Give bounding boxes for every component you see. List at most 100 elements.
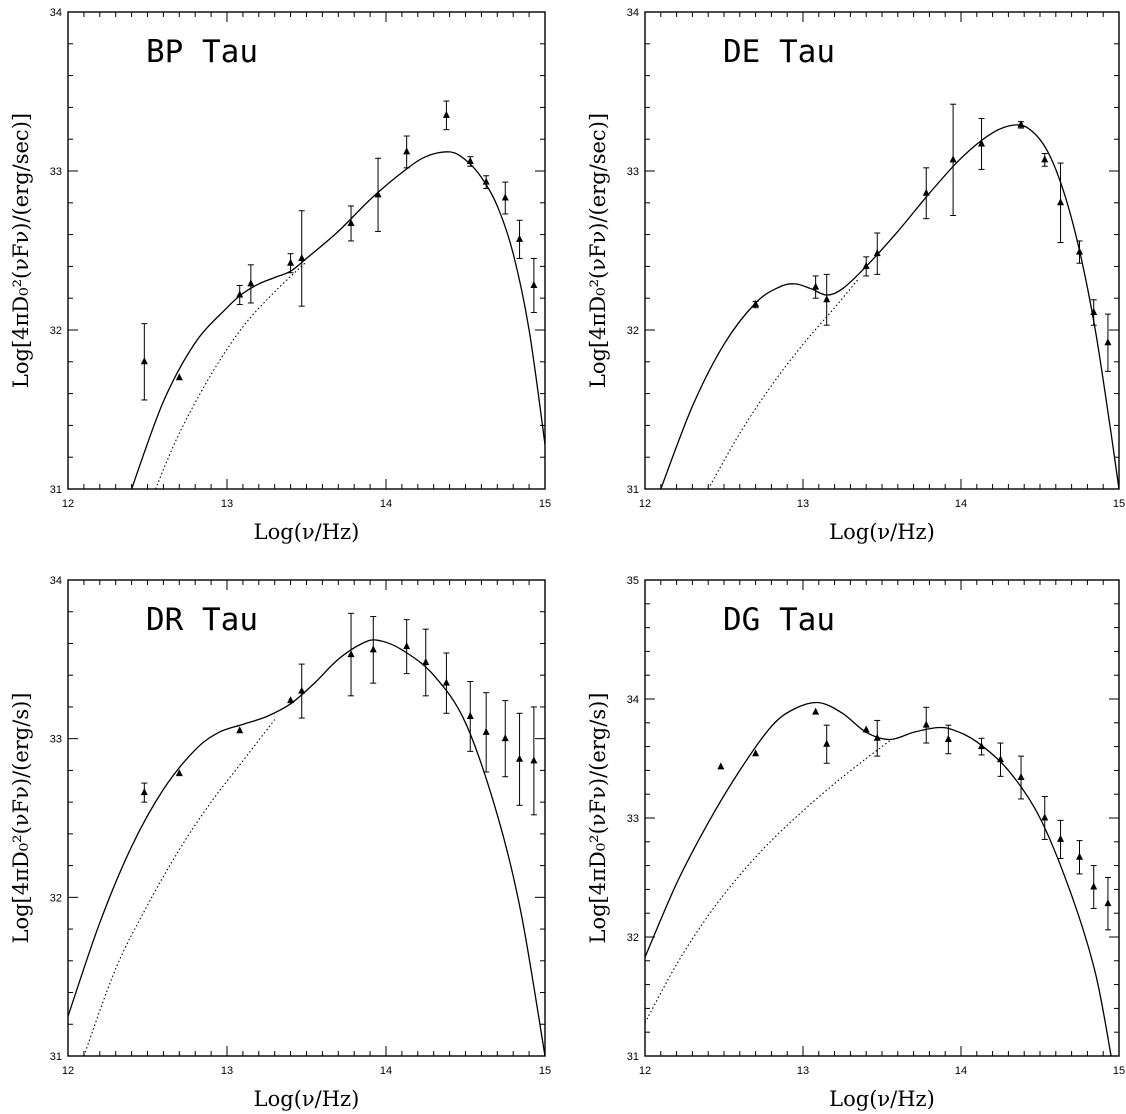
data-point (997, 755, 1004, 763)
panel-de-tau: 12 13 14 15 31 32 33 34 Log(ν/Hz) Log[4πD₀²(νFν)/… (586, 7, 1125, 544)
data-point (1076, 247, 1083, 255)
y-tick-label: 31 (627, 1051, 639, 1063)
y-tick-label: 32 (50, 325, 62, 337)
data-point (922, 720, 930, 728)
data-point (1041, 155, 1049, 163)
panel-bp-tau: 12 13 14 15 31 32 33 34 Log(ν/Hz) Log[4πD₀²(νFν)/… (9, 7, 551, 544)
data-point (347, 218, 355, 226)
y-tick-label: 34 (627, 694, 639, 706)
data-point (347, 650, 355, 658)
panel-title: DE Tau (723, 34, 835, 70)
data-point (403, 147, 411, 155)
stellar-curve (645, 740, 891, 1023)
data-point (1041, 813, 1049, 821)
data-point (752, 749, 760, 757)
x-tick-label: 14 (380, 1065, 392, 1077)
y-tick-label: 32 (627, 325, 639, 337)
data-point (1090, 308, 1098, 316)
data-point (175, 373, 183, 381)
data-point (944, 734, 952, 742)
data-point (140, 357, 148, 365)
stellar-curve (83, 719, 276, 1056)
y-tick-label: 33 (627, 166, 639, 178)
data-point (175, 769, 183, 777)
data-point (298, 253, 306, 261)
y-tick-label: 33 (627, 813, 639, 825)
stellar-curve (707, 278, 859, 489)
data-point (236, 290, 244, 298)
x-tick-label: 15 (1113, 498, 1125, 510)
data-point (873, 733, 881, 741)
x-tick-label: 12 (62, 1065, 74, 1077)
plot-frame (644, 11, 1120, 490)
x-tick-label: 13 (221, 1065, 233, 1077)
x-tick-label: 15 (1113, 1065, 1125, 1077)
data-point (812, 282, 820, 290)
y-tick-label: 35 (627, 575, 639, 587)
data-point (978, 742, 986, 750)
plot-frame (67, 579, 546, 1057)
x-axis-title: Log(ν/Hz) (254, 1087, 360, 1111)
data-point (1104, 338, 1112, 346)
plot-area (68, 612, 545, 1056)
data-point (1076, 852, 1083, 860)
plot-area (660, 103, 1119, 489)
y-tick-label: 31 (50, 484, 62, 496)
panel-title: BP Tau (146, 34, 258, 70)
data-point (1017, 120, 1025, 128)
y-tick-label: 33 (50, 166, 62, 178)
x-tick-label: 14 (955, 1065, 967, 1077)
y-tick-label: 34 (50, 7, 62, 19)
x-axis-title: Log(ν/Hz) (829, 1087, 935, 1111)
data-point (140, 788, 148, 796)
data-point (516, 754, 524, 762)
data-point (369, 645, 377, 653)
data-point (812, 707, 820, 715)
data-point (422, 658, 430, 666)
y-axis-title: Log[4πD₀²(νFν)/(erg/s)] (9, 693, 33, 944)
y-tick-label: 31 (50, 1051, 62, 1063)
data-point (530, 756, 538, 764)
data-point (247, 279, 255, 287)
data-point (1057, 834, 1065, 842)
model-curve (130, 151, 545, 489)
y-axis-title: Log[4πD₀²(νFν)/(erg/sec)] (586, 113, 610, 388)
x-tick-label: 12 (639, 1065, 651, 1077)
data-point (823, 295, 831, 303)
panel-title: DR Tau (146, 602, 258, 638)
plot-area (130, 100, 545, 489)
data-point (717, 762, 725, 770)
y-tick-label: 33 (50, 734, 62, 746)
y-tick-label: 31 (627, 484, 639, 496)
data-point (752, 300, 760, 308)
x-tick-label: 14 (955, 498, 967, 510)
x-tick-label: 15 (539, 498, 551, 510)
data-point (482, 177, 490, 185)
data-point (873, 249, 881, 257)
plot-area (645, 701, 1112, 1056)
x-tick-label: 12 (62, 498, 74, 510)
y-axis-title: Log[4πD₀²(νFν)/(erg/sec)] (9, 113, 33, 388)
plot-frame (644, 579, 1120, 1057)
data-point (442, 678, 450, 686)
data-point (374, 190, 382, 198)
x-tick-label: 13 (797, 1065, 809, 1077)
data-point (823, 739, 831, 747)
data-point (862, 261, 870, 269)
x-tick-label: 14 (380, 498, 392, 510)
data-point (466, 711, 474, 719)
y-tick-label: 32 (627, 932, 639, 944)
data-point (287, 696, 295, 704)
data-point (1057, 198, 1065, 206)
data-point (530, 280, 538, 288)
data-point (922, 188, 930, 196)
stellar-curve (154, 261, 307, 489)
data-point (949, 155, 957, 163)
data-point (236, 726, 244, 734)
x-tick-label: 13 (221, 498, 233, 510)
data-point (862, 725, 870, 733)
panel-title: DG Tau (723, 602, 835, 638)
y-tick-label: 34 (627, 7, 639, 19)
data-point (1017, 773, 1025, 781)
plot-frame (67, 11, 546, 490)
